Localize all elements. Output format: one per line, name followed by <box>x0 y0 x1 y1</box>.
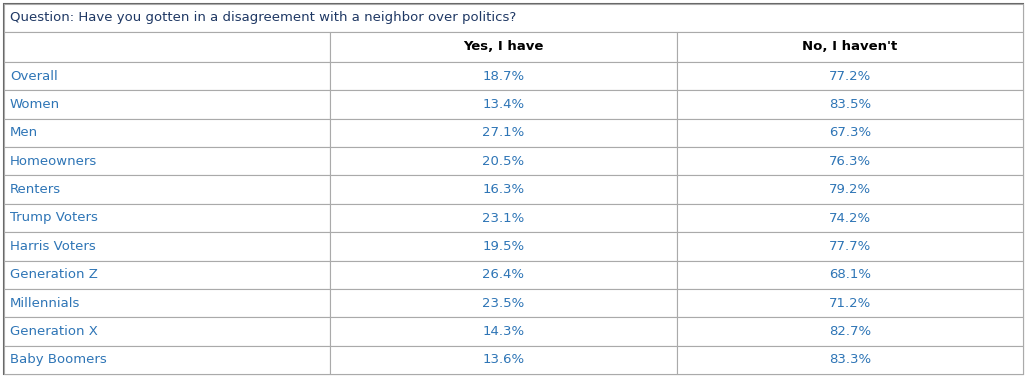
Bar <box>677 289 1023 317</box>
Text: 83.3%: 83.3% <box>829 353 871 366</box>
Bar <box>330 32 677 62</box>
Bar <box>677 62 1023 90</box>
Bar <box>4 147 330 175</box>
Bar <box>330 317 677 345</box>
Bar <box>4 62 330 90</box>
Bar <box>4 204 330 232</box>
Bar <box>4 90 330 119</box>
Bar <box>677 119 1023 147</box>
Bar <box>677 204 1023 232</box>
Bar <box>4 175 330 204</box>
Bar <box>4 317 330 345</box>
Text: 71.2%: 71.2% <box>829 297 871 310</box>
Text: 14.3%: 14.3% <box>483 325 525 338</box>
Bar <box>677 345 1023 374</box>
Bar <box>330 119 677 147</box>
Text: Question: Have you gotten in a disagreement with a neighbor over politics?: Question: Have you gotten in a disagreem… <box>10 11 517 25</box>
Bar <box>677 32 1023 62</box>
Text: Overall: Overall <box>10 70 58 83</box>
Bar <box>4 289 330 317</box>
Bar <box>330 204 677 232</box>
Bar <box>4 345 330 374</box>
Bar <box>4 32 330 62</box>
Bar <box>4 232 330 260</box>
Bar <box>677 232 1023 260</box>
Text: 74.2%: 74.2% <box>829 212 871 225</box>
Text: Renters: Renters <box>10 183 62 196</box>
Text: 83.5%: 83.5% <box>829 98 871 111</box>
Text: 13.4%: 13.4% <box>483 98 525 111</box>
Text: 13.6%: 13.6% <box>483 353 525 366</box>
Text: 23.1%: 23.1% <box>483 212 525 225</box>
Bar <box>330 90 677 119</box>
Bar <box>330 232 677 260</box>
Text: Homeowners: Homeowners <box>10 155 98 168</box>
Text: 16.3%: 16.3% <box>483 183 525 196</box>
Text: Men: Men <box>10 126 38 139</box>
Text: 27.1%: 27.1% <box>483 126 525 139</box>
Text: Harris Voters: Harris Voters <box>10 240 96 253</box>
Bar <box>4 4 1023 32</box>
Bar <box>330 289 677 317</box>
Text: Generation X: Generation X <box>10 325 98 338</box>
Text: 79.2%: 79.2% <box>829 183 871 196</box>
Text: 76.3%: 76.3% <box>829 155 871 168</box>
Bar <box>330 345 677 374</box>
Text: Trump Voters: Trump Voters <box>10 212 98 225</box>
Text: 18.7%: 18.7% <box>483 70 525 83</box>
Bar <box>677 175 1023 204</box>
Text: Yes, I have: Yes, I have <box>463 40 543 54</box>
Text: Millennials: Millennials <box>10 297 80 310</box>
Text: 19.5%: 19.5% <box>483 240 525 253</box>
Bar <box>677 260 1023 289</box>
Text: Generation Z: Generation Z <box>10 268 98 281</box>
Text: 82.7%: 82.7% <box>829 325 871 338</box>
Text: 77.7%: 77.7% <box>829 240 871 253</box>
Text: 67.3%: 67.3% <box>829 126 871 139</box>
Bar <box>677 147 1023 175</box>
Text: Women: Women <box>10 98 61 111</box>
Bar <box>4 119 330 147</box>
Bar <box>330 62 677 90</box>
Text: 77.2%: 77.2% <box>829 70 871 83</box>
Text: 26.4%: 26.4% <box>483 268 525 281</box>
Text: 68.1%: 68.1% <box>829 268 871 281</box>
Bar <box>330 175 677 204</box>
Bar <box>330 260 677 289</box>
Text: Baby Boomers: Baby Boomers <box>10 353 107 366</box>
Text: 23.5%: 23.5% <box>483 297 525 310</box>
Bar <box>4 260 330 289</box>
Bar <box>677 317 1023 345</box>
Bar <box>330 147 677 175</box>
Text: No, I haven't: No, I haven't <box>802 40 898 54</box>
Bar <box>677 90 1023 119</box>
Text: 20.5%: 20.5% <box>483 155 525 168</box>
